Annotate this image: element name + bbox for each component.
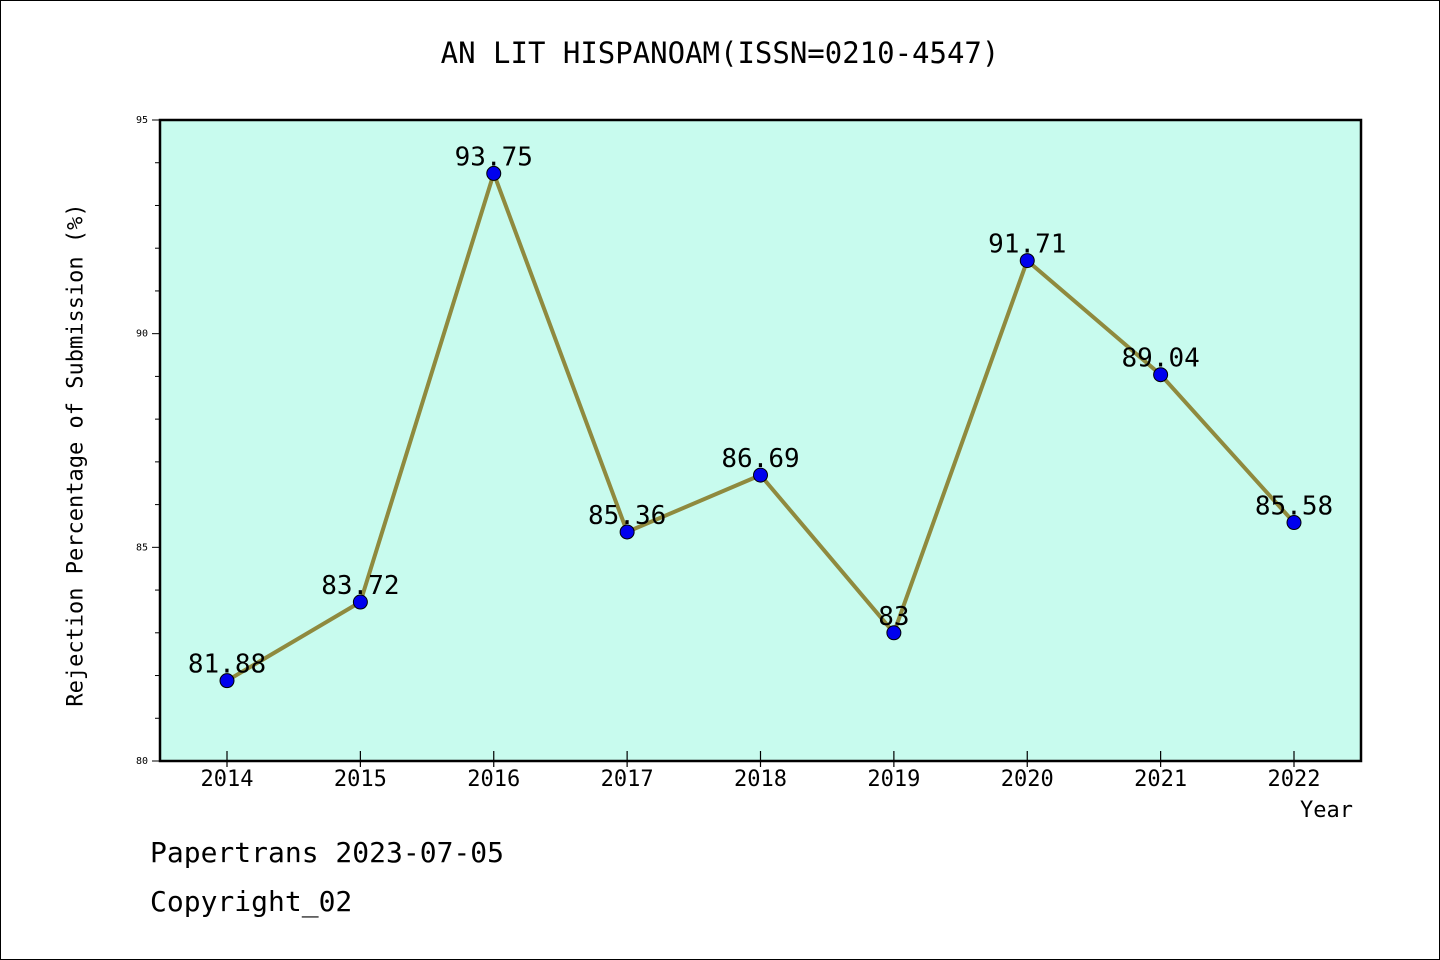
y-tick-label: 90 [136,329,148,340]
plot-area [160,120,1361,761]
data-point [352,594,368,610]
x-tick-label: 2018 [734,767,787,792]
x-tick-label: 2021 [1134,767,1187,792]
x-tick-label: 2020 [1001,767,1054,792]
data-point [753,467,768,483]
data-label: 85.36 [588,501,666,531]
data-label: 91.71 [988,230,1066,260]
footer-copyright-text: Copyright_02 [150,885,353,918]
data-point [486,165,502,181]
chart-title: AN LIT HISPANOAM(ISSN=0210-4547) [440,36,1000,70]
x-tick-label: 2014 [201,767,254,792]
x-tick-label: 2019 [867,767,920,792]
data-point [219,673,235,689]
footer-date-text: Papertrans 2023-07-05 [150,836,505,869]
y-tick-label: 85 [136,542,148,553]
x-tick-label: 2022 [1268,767,1321,792]
x-tick-label: 2016 [467,767,520,792]
data-label: 93.75 [455,142,533,172]
plot-border [158,118,1363,763]
data-label: 89.04 [1121,344,1199,374]
data-label: 85.58 [1255,492,1333,522]
data-point [1019,253,1035,269]
data-label: 83.72 [321,571,399,601]
y-tick-label: 80 [136,756,148,767]
x-tick-label: 2017 [601,767,654,792]
data-label: 81.88 [188,650,266,680]
data-point [886,625,902,641]
data-point [1286,515,1302,531]
x-axis-label: Year [1300,798,1353,823]
data-label: 83 [878,602,909,632]
data-label: 86.69 [721,444,799,474]
data-point [1153,367,1169,383]
data-point [619,524,635,540]
y-tick-label: 95 [136,115,148,126]
x-tick-label: 2015 [334,767,387,792]
